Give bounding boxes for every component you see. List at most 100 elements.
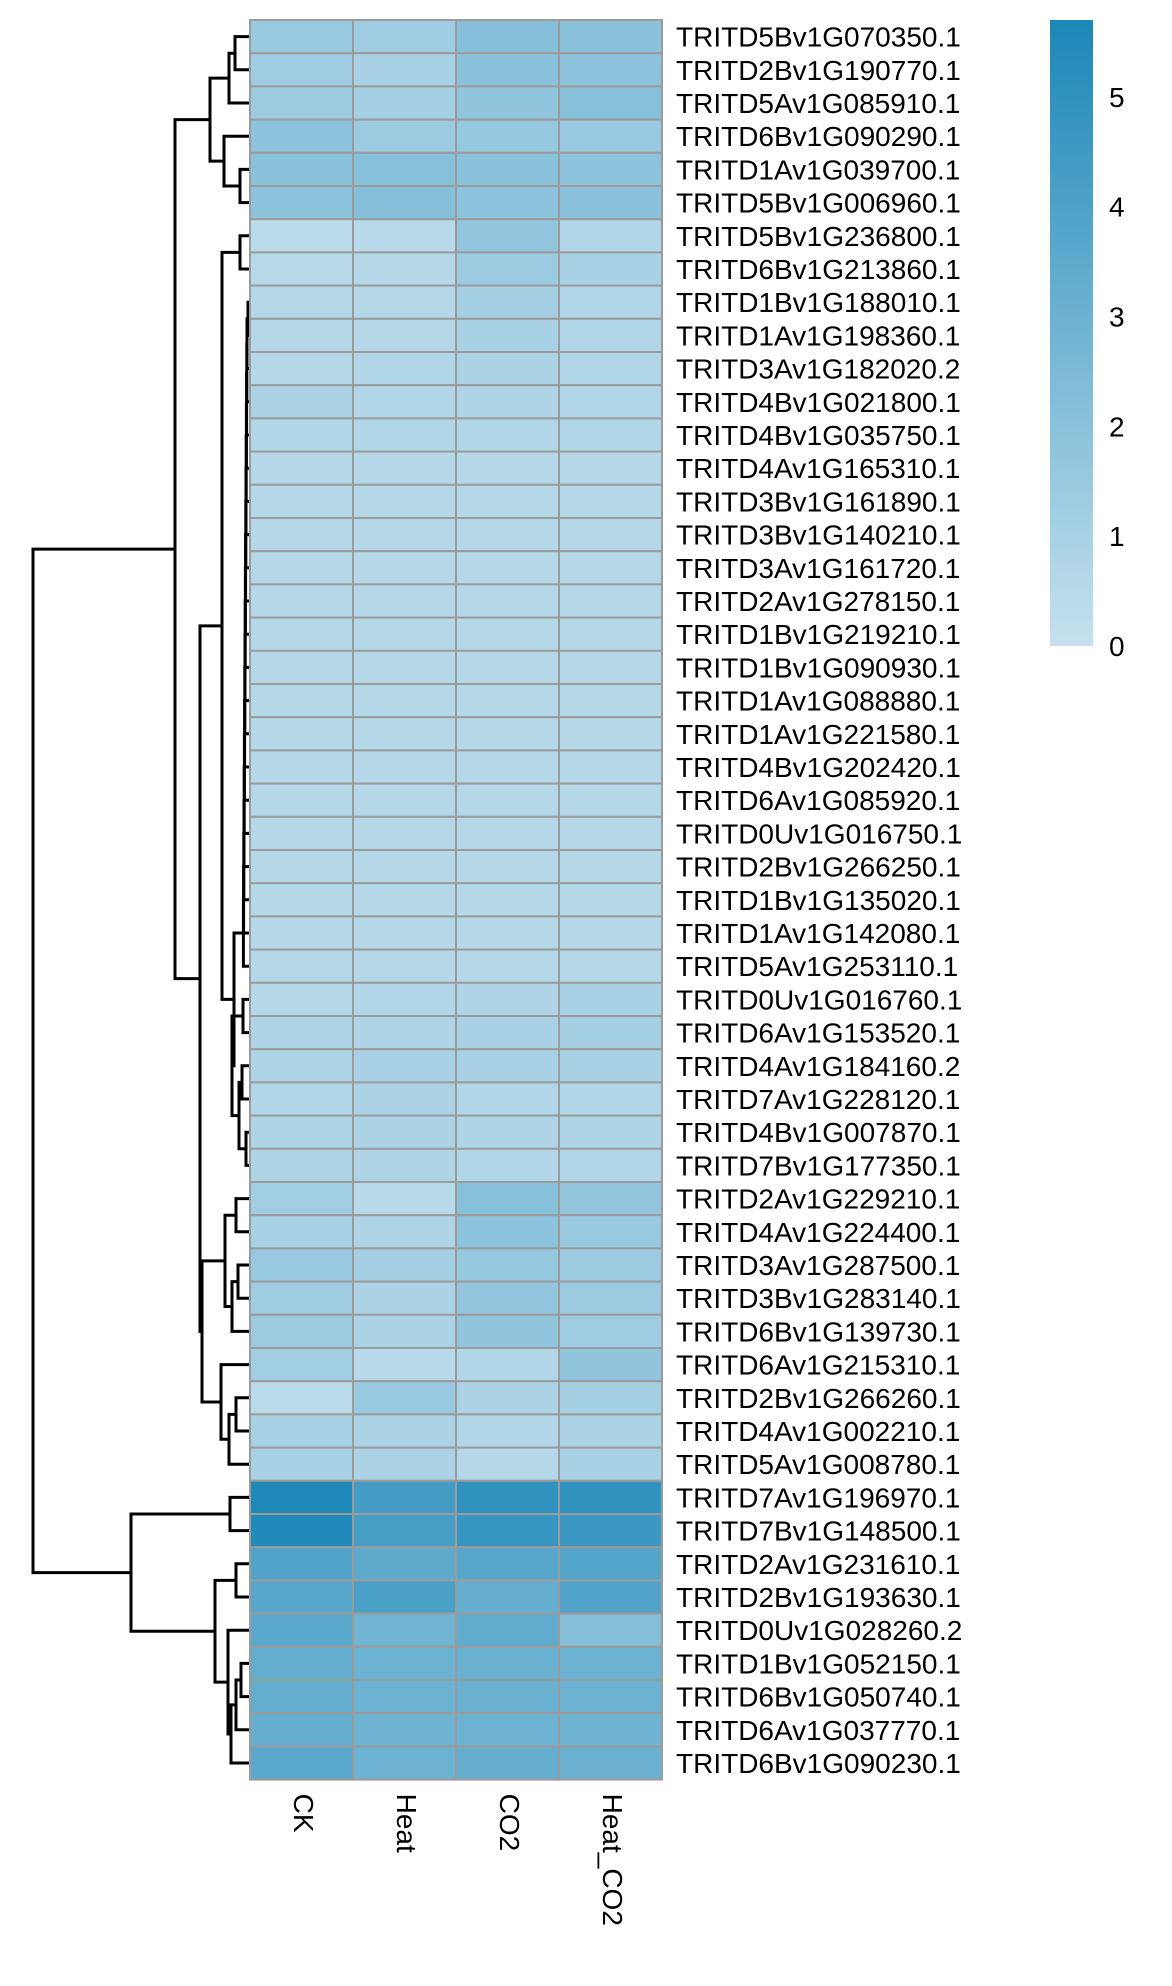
dendrogram-branch (234, 1562, 250, 1599)
heatmap-cell (352, 351, 457, 387)
heatmap-cell (455, 483, 560, 519)
row-label: TRITD2Bv1G193630.1 (676, 1582, 961, 1613)
heatmap-cell (249, 583, 354, 619)
heatmap-cell (249, 384, 354, 420)
heatmap-cell (249, 1679, 354, 1715)
heatmap-cell (558, 1413, 663, 1449)
row-label: TRITD5Av1G253110.1 (676, 951, 958, 982)
heatmap-cell (455, 1579, 560, 1615)
heatmap-cell (455, 1081, 560, 1117)
row-label: TRITD1Bv1G135020.1 (676, 885, 961, 916)
heatmap-cell (352, 284, 457, 320)
heatmap-cell (352, 782, 457, 818)
heatmap-cell (558, 1214, 663, 1250)
heatmap-cell (352, 550, 457, 586)
heatmap-cell (558, 1114, 663, 1150)
heatmap-cell (352, 882, 457, 918)
row-label: TRITD5Bv1G070350.1 (676, 22, 961, 53)
heatmap-cell (558, 1247, 663, 1283)
row-label: TRITD7Bv1G177350.1 (676, 1150, 961, 1181)
heatmap-cell (455, 351, 560, 387)
row-label: TRITD1Bv1G219210.1 (676, 619, 961, 650)
row-label: TRITD4Bv1G202420.1 (676, 752, 961, 783)
heatmap-cell (249, 1147, 354, 1184)
heatmap-cell (352, 1081, 457, 1117)
heatmap-cell (249, 550, 354, 586)
heatmap-cell (558, 583, 663, 619)
column-label: CK (288, 1794, 319, 1833)
row-label: TRITD4Bv1G021800.1 (676, 387, 961, 418)
heatmap-cell (249, 1479, 354, 1516)
heatmap-cell (558, 616, 663, 652)
row-label: TRITD6Bv1G139730.1 (676, 1316, 961, 1347)
heatmap-cell (352, 1712, 457, 1748)
heatmap-cell (249, 1546, 354, 1582)
heatmap-cell (558, 251, 663, 287)
heatmap-cell (455, 1147, 560, 1184)
dendrogram-branch (234, 1678, 250, 1732)
heatmap-cell (249, 683, 354, 719)
heatmap-cell (455, 782, 560, 818)
heatmap-cell (352, 1247, 457, 1283)
dendrogram-branch (31, 547, 175, 1575)
heatmap-cell (249, 317, 354, 353)
dendrogram-branch (227, 51, 250, 105)
row-label: TRITD6Av1G037770.1 (676, 1715, 960, 1746)
heatmap-cell (352, 583, 457, 619)
heatmap-cell (352, 649, 457, 685)
heatmap-cell (249, 882, 354, 918)
heatmap-cell (352, 517, 457, 553)
heatmap-cell (455, 1413, 560, 1449)
dendrogram-branch (241, 997, 250, 1035)
heatmap-cell (455, 1015, 560, 1051)
heatmap-cell (455, 85, 560, 121)
row-label: TRITD1Bv1G188010.1 (676, 287, 961, 318)
heatmap-cell (558, 1479, 663, 1516)
heatmap-cell (455, 118, 560, 154)
heatmap-cell (249, 450, 354, 486)
heatmap-cell (558, 1048, 663, 1084)
heatmap-cell (249, 284, 354, 320)
heatmap-cell (352, 1546, 457, 1582)
heatmap-cell (249, 52, 354, 88)
heatmap-cell (249, 1280, 354, 1316)
heatmap-cell (455, 1479, 560, 1516)
heatmap-cell (352, 52, 457, 88)
colorbar-legend: 0 1 2 3 4 5 (1050, 20, 1125, 662)
heatmap-cell (352, 185, 457, 221)
row-label: TRITD1Bv1G052150.1 (676, 1648, 961, 1679)
heatmap-cell (455, 583, 560, 619)
heatmap-cell (558, 185, 663, 221)
colorbar-tick-label: 3 (1109, 302, 1125, 333)
row-label: TRITD3Av1G161720.1 (676, 553, 960, 584)
heatmap-cell (455, 1446, 560, 1482)
heatmap-cell (352, 683, 457, 719)
heatmap-cell (352, 1214, 457, 1250)
row-label: TRITD3Av1G287500.1 (676, 1250, 960, 1281)
heatmap-cell (558, 517, 663, 553)
heatmap-cell (455, 1380, 560, 1416)
column-label: CO2 (494, 1794, 525, 1852)
row-labels: TRITD5Bv1G070350.1TRITD2Bv1G190770.1TRIT… (676, 22, 962, 1779)
heatmap-cell (249, 1015, 354, 1051)
heatmap-cell (352, 218, 457, 254)
heatmap-cell (558, 450, 663, 486)
heatmap-cell (558, 915, 663, 951)
row-label: TRITD6Bv1G050740.1 (676, 1682, 961, 1713)
row-label: TRITD3Bv1G140210.1 (676, 520, 961, 551)
heatmap-cell (352, 1579, 457, 1615)
heatmap-cell (455, 19, 560, 55)
heatmap-cell (558, 52, 663, 88)
row-label: TRITD1Av1G039700.1 (676, 154, 960, 185)
heatmap-cell (352, 1612, 457, 1648)
row-label: TRITD0Uv1G016750.1 (676, 818, 962, 849)
heatmap-cell (455, 948, 560, 984)
heatmap-cell (249, 616, 354, 652)
heatmap-cell (352, 915, 457, 951)
heatmap-cell (558, 317, 663, 353)
row-label: TRITD7Av1G228120.1 (676, 1084, 960, 1115)
heatmap-cell (249, 649, 354, 685)
heatmap-cell (249, 1579, 354, 1615)
row-label: TRITD2Bv1G266250.1 (676, 852, 961, 883)
heatmap-cell (352, 483, 457, 519)
